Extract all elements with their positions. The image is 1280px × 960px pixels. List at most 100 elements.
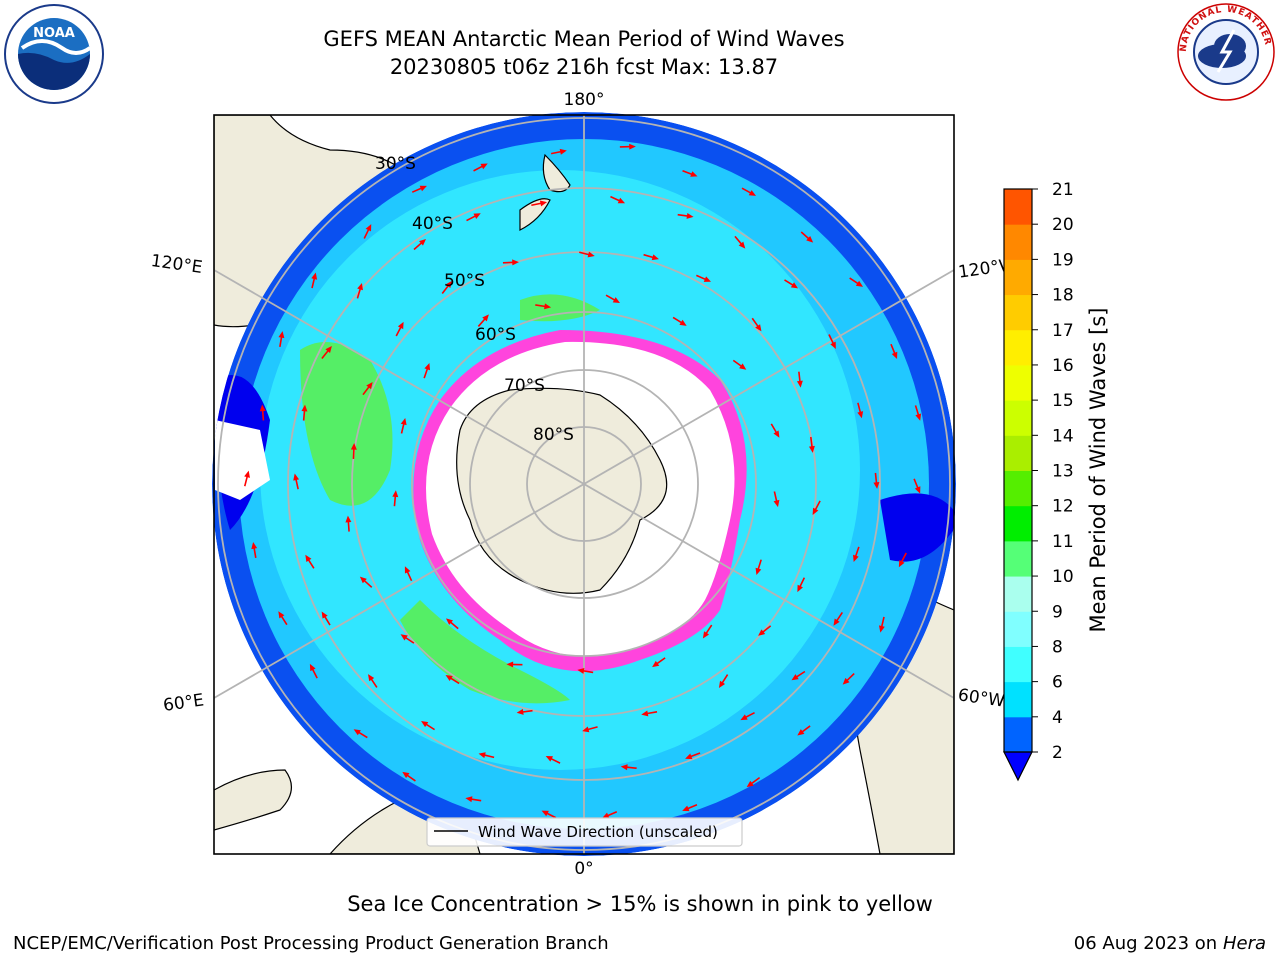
colorbar-tick-label: 19	[1052, 250, 1074, 270]
wind-wave-arrowhead	[718, 680, 726, 689]
wind-wave-arrowhead	[873, 481, 880, 489]
wind-wave-arrowhead	[309, 663, 316, 672]
wind-wave-arrowhead	[686, 213, 694, 219]
noaa-logo-text: NOAA	[33, 26, 75, 41]
colorbar-cell	[1004, 611, 1032, 647]
colorbar-cell	[1004, 224, 1032, 260]
wind-wave-arrowhead	[305, 554, 312, 562]
lon-label-180: 180°	[564, 90, 605, 110]
wind-wave-arrowhead	[853, 554, 859, 563]
wind-wave-arrowhead	[278, 331, 285, 339]
colorbar-tick-label: 4	[1052, 708, 1063, 728]
colorbar-cell	[1004, 716, 1032, 753]
wind-wave-arrowhead	[512, 259, 519, 266]
lat-label-50: 50°S	[444, 271, 485, 291]
colorbar-cell	[1004, 294, 1032, 331]
wind-wave-arrowhead	[357, 282, 363, 291]
wind-wave-arrowhead	[740, 714, 748, 721]
wind-wave-arrowhead	[251, 542, 258, 550]
noaa-logo: NOAA	[4, 4, 104, 104]
wind-wave-arrowhead	[855, 280, 864, 287]
wind-wave-arrowhead	[833, 618, 840, 626]
wind-wave-arrowhead	[293, 473, 300, 481]
wind-wave-arrowhead	[400, 634, 408, 641]
wind-wave-arrowhead	[773, 430, 780, 438]
colorbar-cell	[1004, 505, 1032, 542]
wind-wave-arrowhead	[898, 559, 905, 568]
wind-wave-arrowhead	[679, 319, 687, 326]
lat-label-60: 60°S	[475, 325, 516, 345]
wind-wave-arrowhead	[353, 729, 361, 736]
wind-wave-arrowhead	[641, 710, 649, 717]
land-antarctica	[456, 387, 668, 594]
wind-wave-arrowhead	[685, 753, 693, 760]
wind-wave-arrowhead	[404, 566, 411, 574]
wind-wave-arrowhead	[796, 380, 803, 388]
wind-wave-arrowhead	[620, 764, 628, 771]
wind-wave-arrowhead	[482, 314, 489, 322]
wind-wave-arrowhead	[445, 280, 453, 288]
colorbar-tick-label: 18	[1052, 286, 1074, 306]
colorbar-label: Mean Period of Wind Waves [s]	[1086, 308, 1110, 633]
wind-wave-arrowhead	[629, 143, 636, 150]
wind-wave-arrowhead	[748, 190, 757, 196]
colorbar-cell	[1004, 646, 1032, 683]
wind-wave-arrowhead	[445, 618, 454, 625]
wind-wave-arrowhead	[301, 404, 308, 412]
colorbar-tick-label: 15	[1052, 391, 1074, 411]
date-stamp: 06 Aug 2023 on Hera	[1074, 933, 1266, 954]
colorbar-tick-label: 8	[1052, 637, 1063, 657]
colorbar-tick-label: 21	[1052, 180, 1074, 200]
colorbar-cell	[1004, 470, 1032, 507]
wind-wave-arrowhead	[878, 625, 885, 633]
credit-text: NCEP/EMC/Verification Post Processing Pr…	[13, 933, 609, 954]
chart-subtitle: 20230805 t06z 216h fcst Max: 13.87	[389, 55, 779, 79]
land-madagascar	[214, 769, 292, 831]
deep-blue-east	[880, 493, 956, 562]
lon-label-60w: 60°W	[957, 685, 1006, 711]
map-corner	[780, 115, 954, 260]
wind-wave-arrowhead	[830, 341, 836, 349]
colorbar-cell	[1004, 400, 1032, 436]
wind-wave-arrowhead	[738, 241, 746, 249]
footer-note: Sea Ice Concentration > 15% is shown in …	[347, 892, 933, 916]
lon-label-60e: 60°E	[162, 690, 205, 715]
wind-wave-arrowhead	[445, 674, 453, 682]
colorbar-tick-label: 10	[1052, 567, 1074, 587]
wind-wave-arrowhead	[366, 381, 373, 390]
nws-logo: NATIONAL WEATHER SERVICE	[1172, 0, 1275, 101]
wind-wave-arrowhead	[419, 238, 427, 246]
swell-region-south	[400, 600, 570, 704]
wind-wave-arrowhead	[545, 756, 554, 762]
lat-label-70: 70°S	[504, 376, 545, 396]
wind-wave-arrowhead	[587, 251, 595, 258]
colorbar-ticks: 2 4 6 8 9 10 11 12 13 14 15 16 17 18 19 20 21	[1032, 180, 1074, 763]
wind-wave-arrowhead	[577, 667, 585, 674]
wind-wave-arrowhead	[797, 584, 803, 593]
arrow-layer	[243, 143, 922, 819]
wind-wave-arrowhead	[612, 297, 621, 303]
colorbar-tick-label: 14	[1052, 426, 1074, 446]
wind-wave-arrowhead	[368, 674, 375, 682]
colorbar-cell	[1004, 364, 1032, 401]
wind-wave-arrowhead	[539, 200, 548, 207]
machine-name: Hera	[1222, 933, 1266, 954]
wind-wave-arrowhead	[891, 351, 898, 359]
wind-wave-arrowhead	[419, 185, 427, 192]
land-new-zealand	[519, 153, 571, 231]
colorbar-cell	[1004, 259, 1032, 296]
colorbar-cell	[1004, 329, 1032, 366]
wind-wave-arrowhead	[755, 567, 762, 575]
wind-wave-arrowhead	[311, 272, 318, 280]
wind-wave-arrowhead	[812, 507, 819, 516]
wind-wave-arrowhead	[400, 417, 407, 426]
colorbar: 2 4 6 8 9 10 11 12 13 14 15 16 17 18 19 20 21 Mean Perio…	[1003, 180, 1110, 782]
map-frame	[213, 114, 955, 855]
colorbar-under-triangle	[1003, 751, 1033, 782]
wind-wave-arrowhead	[755, 324, 762, 332]
wind-wave-arrowhead	[480, 163, 488, 170]
date-text: 06 Aug 2023 on	[1073, 933, 1218, 954]
wind-wave-arrowhead	[359, 576, 367, 584]
wind-wave-arrowhead	[365, 224, 372, 232]
